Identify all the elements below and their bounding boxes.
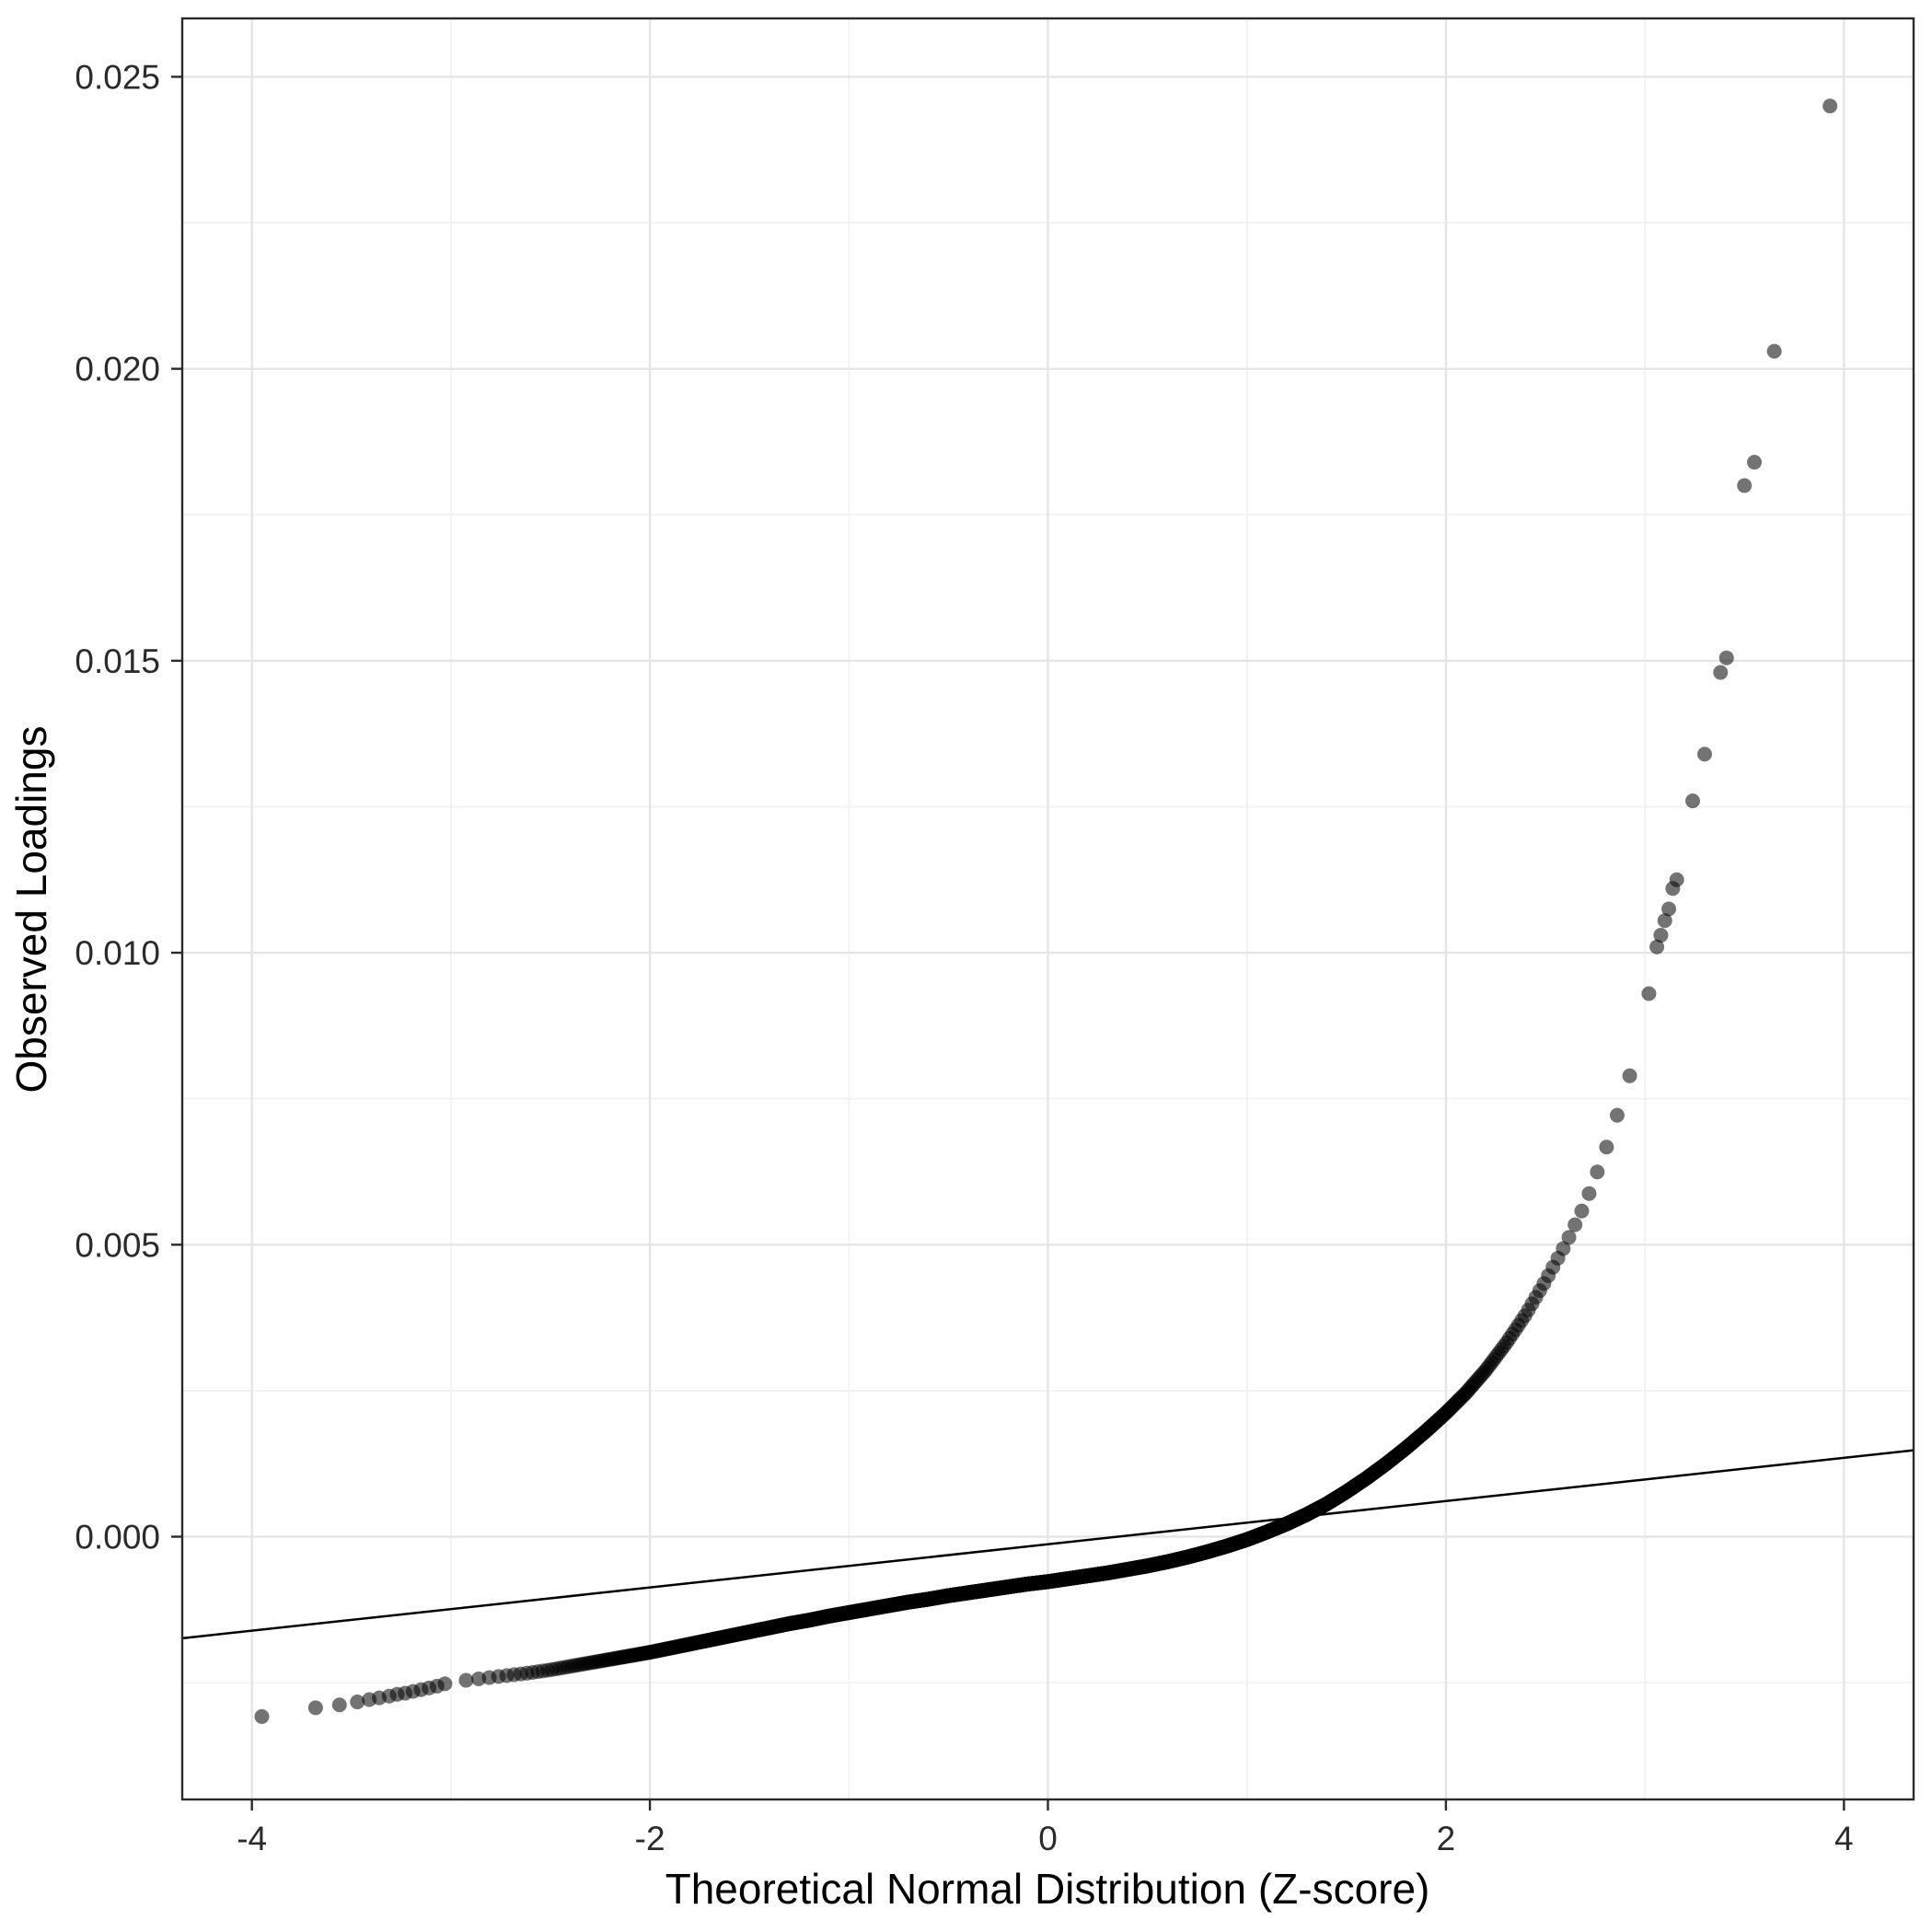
data-point (1737, 478, 1753, 493)
x-tick-label: -2 (635, 1820, 665, 1857)
grid-layer (182, 18, 1914, 1799)
data-point (1669, 872, 1684, 887)
data-point (1574, 1203, 1590, 1219)
data-point (1766, 343, 1782, 359)
data-point (307, 1700, 323, 1716)
data-point (437, 1676, 453, 1692)
y-tick-label: 0.015 (75, 642, 160, 680)
data-point (350, 1695, 365, 1710)
data-point (458, 1672, 474, 1688)
data-point (1822, 98, 1838, 114)
data-point (254, 1708, 270, 1724)
data-point (1649, 939, 1665, 954)
qq-reference-line (181, 1449, 1915, 1640)
x-tick-label: 2 (1437, 1820, 1456, 1857)
data-point (1747, 455, 1763, 470)
x-tick-label: 4 (1834, 1820, 1854, 1857)
y-tick-label: 0.000 (75, 1519, 160, 1556)
data-point (1622, 1068, 1637, 1083)
data-point (1718, 650, 1734, 665)
data-point (1685, 793, 1701, 809)
data-point (1568, 1217, 1583, 1232)
reference-line-layer (181, 1449, 1915, 1640)
data-point (1599, 1140, 1614, 1155)
data-point (1561, 1230, 1577, 1245)
data-point (1653, 928, 1669, 943)
data-point (331, 1697, 347, 1713)
data-point (1609, 1107, 1625, 1123)
data-point (1713, 665, 1729, 680)
data-point (1556, 1241, 1571, 1256)
y-tick-label: 0.010 (75, 934, 160, 972)
scatter-points-layer (254, 98, 1838, 1724)
data-point (1590, 1164, 1605, 1180)
y-tick-label: 0.020 (75, 351, 160, 388)
x-axis-title: Theoretical Normal Distribution (Z-score… (665, 1865, 1430, 1913)
data-point (1581, 1186, 1597, 1201)
axes-layer: -4 -2 0 2 4 0.000 0.005 0.010 0.015 0.020 0.025 (75, 17, 1915, 1857)
data-point (1657, 913, 1672, 929)
data-point (1641, 986, 1657, 1001)
y-tick-label: 0.025 (75, 58, 160, 96)
x-tick-label: -4 (237, 1820, 267, 1857)
data-point (1696, 746, 1712, 762)
data-point (1661, 901, 1677, 917)
x-tick-label: 0 (1038, 1820, 1058, 1857)
y-tick-label: 0.005 (75, 1226, 160, 1264)
y-axis-title: Observed Loadings (7, 726, 55, 1093)
